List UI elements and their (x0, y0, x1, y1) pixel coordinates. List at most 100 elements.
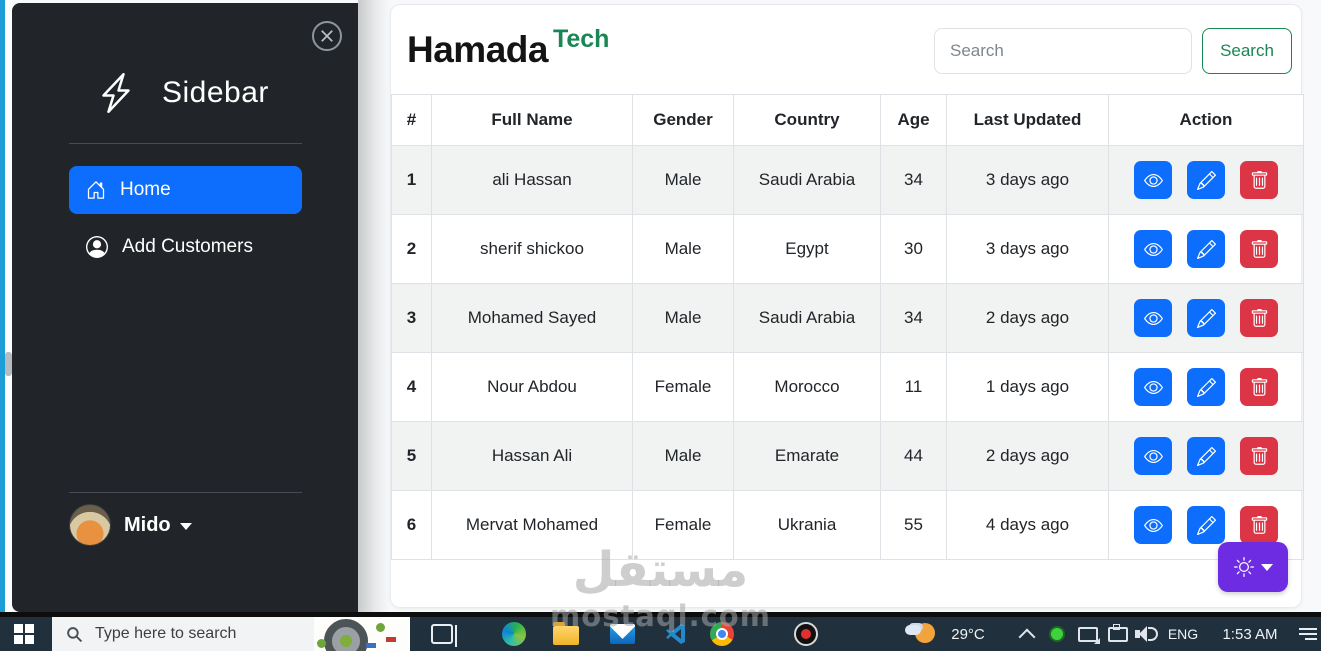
record-icon (794, 622, 818, 646)
folder-icon (553, 622, 579, 645)
cell-action (1108, 145, 1304, 215)
cell-gender: Female (632, 352, 734, 422)
temperature-label[interactable]: 29°C (951, 625, 985, 643)
cell-action (1108, 421, 1304, 491)
edit-button[interactable] (1187, 368, 1225, 406)
weather-widget[interactable] (898, 617, 942, 651)
cell-country: Emarate (733, 421, 881, 491)
sidebar-user-menu[interactable]: Mido (69, 504, 192, 546)
cell-age: 34 (880, 145, 947, 215)
table-header-row: # Full Name Gender Country Age Last Upda… (391, 94, 1304, 146)
display-tray-button[interactable] (1104, 617, 1132, 651)
pencil-icon (1196, 377, 1216, 397)
view-button[interactable] (1134, 299, 1172, 337)
eye-icon (1143, 173, 1163, 187)
delete-button[interactable] (1240, 368, 1278, 406)
table-row: 4 Nour Abdou Female Morocco 11 1 days ag… (391, 352, 1304, 422)
action-center-button[interactable] (1294, 617, 1321, 651)
column-header: Country (733, 94, 881, 146)
trash-icon (1251, 170, 1267, 189)
cell-age: 34 (880, 283, 947, 353)
sidebar-item-label: Home (120, 179, 171, 200)
column-header: Gender (632, 94, 734, 146)
brand-name: Hamada (407, 29, 548, 70)
delete-button[interactable] (1240, 437, 1278, 475)
mail-button[interactable] (602, 617, 642, 651)
cast-tray-button[interactable] (1074, 617, 1102, 651)
view-button[interactable] (1134, 230, 1172, 268)
view-button[interactable] (1134, 506, 1172, 544)
view-button[interactable] (1134, 437, 1172, 475)
cell-gender: Male (632, 214, 734, 284)
edge-browser-button[interactable] (494, 617, 534, 651)
cell-country: Saudi Arabia (733, 145, 881, 215)
trash-icon (1251, 515, 1267, 534)
language-button[interactable]: ENG (1167, 626, 1199, 642)
page-scrollbar[interactable] (5, 0, 12, 612)
page-title: Hamada Tech (407, 25, 609, 71)
edit-button[interactable] (1187, 299, 1225, 337)
mail-icon (609, 624, 635, 644)
sidebar-shadow-gutter (358, 0, 390, 612)
edit-button[interactable] (1187, 230, 1225, 268)
vscode-button[interactable] (656, 617, 696, 651)
column-header: # (391, 94, 432, 146)
view-button[interactable] (1134, 368, 1172, 406)
cell-full-name: Nour Abdou (431, 352, 633, 422)
taskbar-search-box[interactable]: Type here to search (52, 617, 410, 651)
delete-button[interactable] (1240, 506, 1278, 544)
vscode-icon (664, 622, 688, 646)
cell-last-updated: 2 days ago (946, 283, 1109, 353)
cell-last-updated: 3 days ago (946, 214, 1109, 284)
table-row: 5 Hassan Ali Male Emarate 44 2 days ago (391, 421, 1304, 491)
cell-full-name: sherif shickoo (431, 214, 633, 284)
volume-button[interactable] (1132, 617, 1162, 651)
edit-button[interactable] (1187, 161, 1225, 199)
window-edge (0, 0, 5, 617)
game-app-icon[interactable] (314, 617, 410, 651)
taskbar: Type here to search 29°C (0, 617, 1321, 651)
edit-button[interactable] (1187, 506, 1225, 544)
chevron-up-icon (1018, 628, 1036, 645)
cell-action (1108, 214, 1304, 284)
search-input[interactable] (934, 28, 1192, 74)
cell-full-name: Mervat Mohamed (431, 490, 633, 560)
speaker-icon (1135, 625, 1159, 643)
table-row: 6 Mervat Mohamed Female Ukrania 55 4 day… (391, 490, 1304, 560)
tray-app-green[interactable] (1044, 617, 1070, 651)
task-view-icon (431, 624, 457, 644)
sidebar-item-home[interactable]: Home (69, 166, 302, 214)
sidebar-divider (69, 492, 302, 493)
sidebar-close-button[interactable] (312, 21, 342, 51)
sun-icon (1233, 557, 1254, 577)
pencil-icon (1196, 308, 1216, 328)
task-view-button[interactable] (422, 617, 462, 651)
cell-number: 6 (391, 490, 432, 560)
tray-expand-button[interactable] (1014, 617, 1040, 651)
delete-button[interactable] (1240, 230, 1278, 268)
recorder-button[interactable] (786, 617, 826, 651)
start-button[interactable] (0, 617, 48, 651)
edit-button[interactable] (1187, 437, 1225, 475)
action-center-icon (1298, 628, 1317, 640)
table-row: 1 ali Hassan Male Saudi Arabia 34 3 days… (391, 145, 1304, 215)
cell-age: 30 (880, 214, 947, 284)
eye-icon (1143, 518, 1163, 532)
theme-toggle-button[interactable] (1218, 542, 1288, 592)
search-button[interactable]: Search (1202, 28, 1292, 74)
delete-button[interactable] (1240, 161, 1278, 199)
lightning-icon (102, 73, 130, 113)
trash-icon (1251, 308, 1267, 327)
delete-button[interactable] (1240, 299, 1278, 337)
table-row: 2 sherif shickoo Male Egypt 30 3 days ag… (391, 214, 1304, 284)
file-explorer-button[interactable] (546, 617, 586, 651)
sidebar-item-add-customers[interactable]: Add Customers (69, 225, 302, 269)
taskbar-search-placeholder: Type here to search (95, 625, 237, 642)
view-button[interactable] (1134, 161, 1172, 199)
cell-country: Egypt (733, 214, 881, 284)
windows-logo-icon (14, 624, 34, 644)
scrollbar-thumb[interactable] (5, 352, 12, 376)
clock[interactable]: 1:53 AM (1222, 625, 1278, 643)
chrome-button[interactable] (702, 617, 742, 651)
